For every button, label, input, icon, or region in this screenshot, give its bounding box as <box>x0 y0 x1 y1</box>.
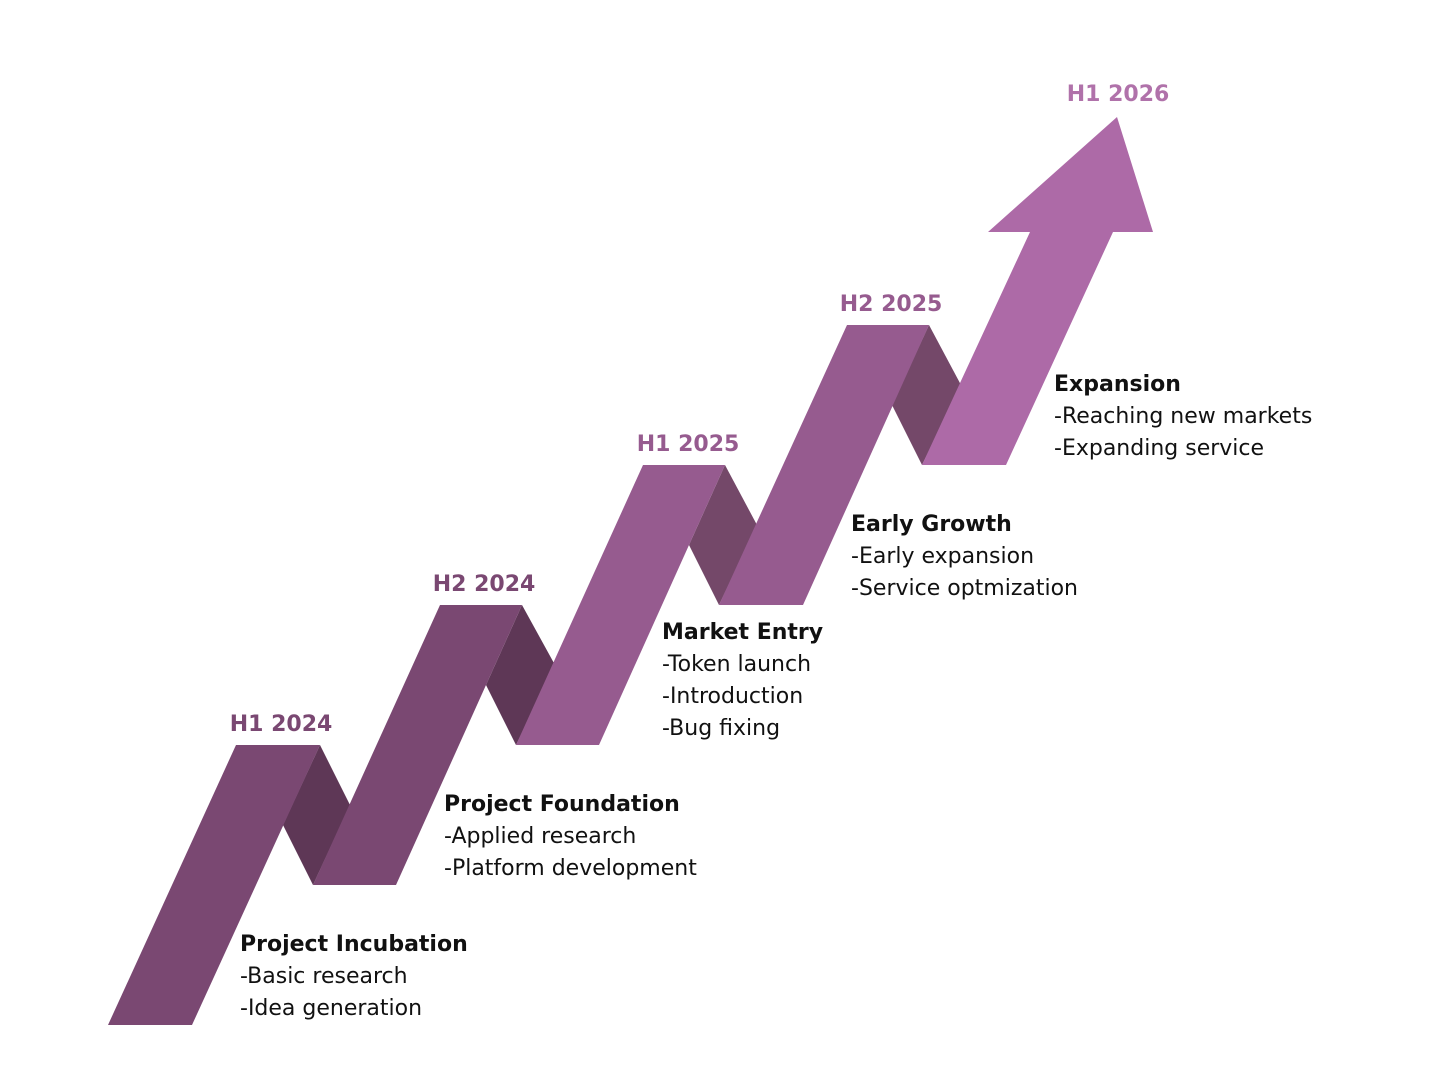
stage-title: Early Growth <box>851 512 1012 537</box>
stage-item: -Token launch <box>662 652 812 677</box>
stage-item: -Expanding service <box>1054 436 1265 461</box>
ribbon-fold-3 <box>689 465 757 605</box>
stage-item: -Service optmization <box>851 576 1079 601</box>
ribbon-segment-2 <box>313 605 522 885</box>
ribbon-fold-2 <box>486 605 555 745</box>
stage-project-foundation: Project Foundation -Applied research -Pl… <box>444 789 697 885</box>
date-label-h1-2025: H1 2025 <box>636 432 740 457</box>
date-label-h1-2024: H1 2024 <box>229 712 333 737</box>
ribbon-arrow-head <box>922 117 1153 465</box>
stage-item: -Introduction <box>662 684 804 709</box>
ribbon-fold-1 <box>283 745 350 885</box>
date-label-h2-2025: H2 2025 <box>839 292 943 317</box>
stage-item: -Basic research <box>240 964 408 989</box>
stage-item: -Idea generation <box>240 996 423 1021</box>
date-label-h1-2026: H1 2026 <box>1066 82 1170 107</box>
stage-item: -Bug fixing <box>662 716 781 741</box>
stage-project-incubation: Project Incubation -Basic research -Idea… <box>240 929 468 1025</box>
ribbon-segment-4 <box>719 325 929 605</box>
ribbon-segment-1 <box>108 745 320 1025</box>
stage-title: Expansion <box>1054 372 1181 397</box>
date-label-h2-2024: H2 2024 <box>432 572 536 597</box>
ribbon-fold-4 <box>892 325 961 465</box>
ribbon-segment-3 <box>516 465 725 745</box>
stage-expansion: Expansion -Reaching new markets -Expandi… <box>1054 369 1312 465</box>
stage-item: -Early expansion <box>851 544 1035 569</box>
stage-early-growth: Early Growth -Early expansion -Service o… <box>851 509 1078 605</box>
stage-item: -Platform development <box>444 856 697 881</box>
stage-item: -Reaching new markets <box>1054 404 1313 429</box>
stage-title: Project Foundation <box>444 792 680 817</box>
stage-title: Market Entry <box>662 620 824 645</box>
stage-item: -Applied research <box>444 824 637 849</box>
stage-market-entry: Market Entry -Token launch -Introduction… <box>662 617 823 745</box>
stage-title: Project Incubation <box>240 932 468 957</box>
